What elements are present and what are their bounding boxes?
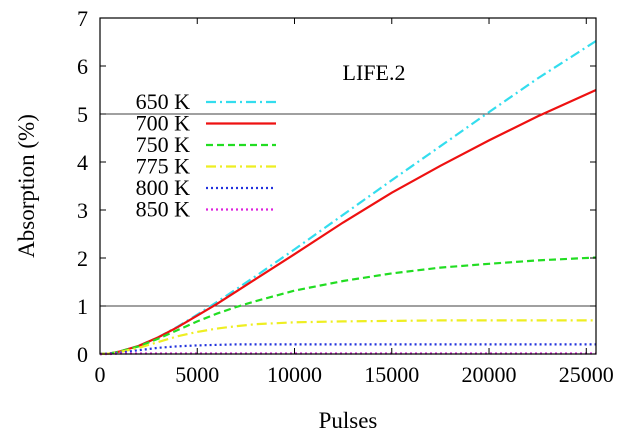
x-tick-label: 5000 — [175, 362, 219, 387]
legend-label-650-k: 650 K — [136, 89, 191, 114]
y-tick-label: 2 — [77, 246, 88, 271]
x-axis-label: Pulses — [319, 408, 378, 433]
series-line-800-k — [99, 343, 596, 356]
plot-frame — [99, 17, 597, 355]
legend-label-800-k: 800 K — [136, 175, 191, 200]
x-tick-label: 15000 — [364, 362, 419, 387]
series-line-750-k — [99, 256, 597, 356]
chart-annotation: LIFE.2 — [343, 60, 406, 85]
legend-label-750-k: 750 K — [136, 132, 191, 157]
x-tick-label: 10000 — [267, 362, 322, 387]
y-tick-label: 4 — [77, 150, 88, 175]
series-line-650-k — [99, 40, 597, 356]
x-tick-label: 20000 — [462, 362, 517, 387]
reference-lines — [100, 113, 596, 307]
legend-label-850-k: 850 K — [136, 197, 191, 222]
legend-label-775-k: 775 K — [136, 154, 191, 179]
y-tick-label: 3 — [77, 198, 88, 223]
y-tick-label: 1 — [77, 294, 88, 319]
y-tick-label: 0 — [77, 342, 88, 367]
y-tick-label: 5 — [77, 102, 88, 127]
y-axis-label: Absorption (%) — [14, 114, 39, 258]
x-tick-label: 25000 — [559, 362, 614, 387]
legend-label-700-k: 700 K — [136, 111, 191, 136]
y-tick-label: 7 — [77, 6, 88, 31]
series-line-775-k — [99, 319, 596, 356]
axis-ticks: 0 5000 10000 15000 20000 25000 0 1 2 3 4 5 6 7 — [77, 6, 614, 387]
y-tick-label: 6 — [77, 54, 88, 79]
x-tick-label: 0 — [95, 362, 106, 387]
